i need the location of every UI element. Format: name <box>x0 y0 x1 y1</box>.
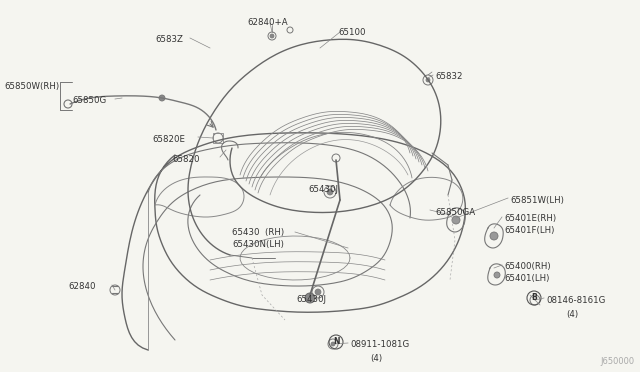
Text: (4): (4) <box>370 354 382 363</box>
Circle shape <box>426 78 430 82</box>
Text: 65832: 65832 <box>435 72 463 81</box>
Text: 65430J: 65430J <box>308 185 338 194</box>
Text: 62840: 62840 <box>68 282 95 291</box>
Text: 65400(RH): 65400(RH) <box>504 262 550 271</box>
Text: N: N <box>333 337 339 346</box>
Circle shape <box>159 95 165 101</box>
Circle shape <box>270 34 274 38</box>
Text: J650000: J650000 <box>600 357 634 366</box>
Text: 65820E: 65820E <box>152 135 185 144</box>
Text: 65850W(RH): 65850W(RH) <box>4 82 59 91</box>
Text: 65401F(LH): 65401F(LH) <box>504 226 554 235</box>
Text: 65430N(LH): 65430N(LH) <box>232 240 284 249</box>
Text: 65401(LH): 65401(LH) <box>504 274 549 283</box>
Text: 65401E(RH): 65401E(RH) <box>504 214 556 223</box>
Text: 65851W(LH): 65851W(LH) <box>510 196 564 205</box>
Text: 65100: 65100 <box>338 28 365 37</box>
Text: B: B <box>531 294 537 302</box>
Circle shape <box>331 342 335 346</box>
Bar <box>213 133 223 143</box>
Text: 65850GA: 65850GA <box>435 208 475 217</box>
Circle shape <box>494 272 500 278</box>
Text: 6583Z: 6583Z <box>155 35 183 44</box>
Text: 65430  (RH): 65430 (RH) <box>232 228 284 237</box>
Text: (4): (4) <box>566 310 578 319</box>
Text: 65850G: 65850G <box>72 96 106 105</box>
Text: 65820: 65820 <box>172 155 200 164</box>
Circle shape <box>327 189 333 195</box>
Text: 62840+A: 62840+A <box>248 18 288 27</box>
Circle shape <box>452 216 460 224</box>
Circle shape <box>490 232 498 240</box>
Text: 65430J: 65430J <box>296 295 326 304</box>
Text: 08146-8161G: 08146-8161G <box>546 296 605 305</box>
Circle shape <box>315 289 321 295</box>
Circle shape <box>305 293 315 303</box>
Text: 08911-1081G: 08911-1081G <box>350 340 409 349</box>
